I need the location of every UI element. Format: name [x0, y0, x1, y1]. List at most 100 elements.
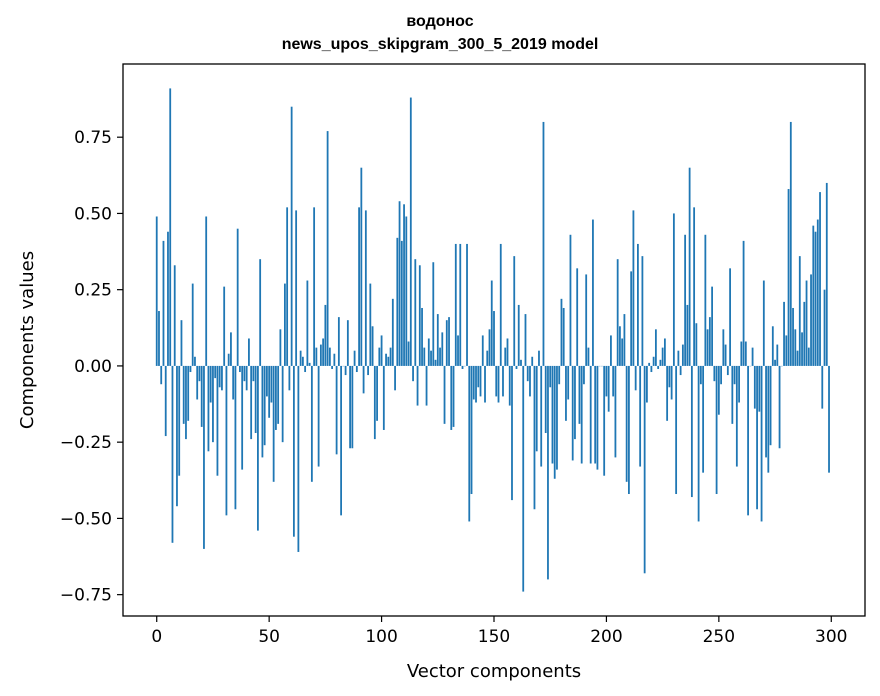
bar [803, 301, 806, 366]
bar [484, 365, 486, 403]
bar [634, 365, 637, 391]
bar [747, 365, 749, 516]
bar [713, 365, 716, 382]
bar [679, 365, 682, 376]
bar [301, 356, 304, 366]
bar [194, 356, 196, 366]
bar [699, 365, 702, 385]
bar [551, 365, 554, 464]
bar [625, 365, 628, 482]
bar-series [155, 88, 830, 592]
bar [182, 365, 185, 424]
bar [364, 210, 367, 366]
y-tick-label: 0.50 [74, 204, 112, 224]
bar [666, 365, 669, 421]
bar [493, 311, 495, 366]
bar [405, 216, 408, 366]
bar [744, 341, 747, 366]
bar [445, 320, 448, 366]
bar [531, 356, 534, 366]
bar [675, 365, 678, 495]
bar [729, 268, 731, 366]
bar [823, 289, 826, 366]
bar [495, 365, 498, 397]
bar [158, 311, 160, 366]
bar [697, 365, 700, 522]
bar [209, 365, 212, 403]
y-tick-label: 0.00 [74, 357, 112, 377]
bar [535, 365, 538, 452]
bar [684, 234, 687, 366]
bar [670, 365, 673, 400]
bar [616, 259, 619, 366]
x-tick-label: 300 [815, 627, 847, 647]
bar [533, 365, 536, 510]
bar [214, 365, 217, 379]
bar [783, 301, 785, 366]
bar [479, 365, 482, 397]
bar [459, 243, 462, 366]
bar [324, 304, 327, 366]
bar [362, 365, 365, 394]
x-axis: 0 50 100 150 200 250 300 [151, 616, 847, 647]
bar [371, 326, 374, 366]
y-tick-label: −0.75 [60, 586, 112, 606]
bar [443, 365, 446, 424]
bar [432, 262, 435, 366]
bar [297, 365, 300, 552]
bar [735, 365, 738, 467]
bar [189, 365, 192, 373]
bar [378, 347, 381, 366]
bar [191, 283, 194, 366]
bar [313, 207, 316, 366]
bar [254, 365, 257, 434]
bar [353, 350, 356, 366]
bar [317, 365, 320, 467]
bar [648, 362, 651, 366]
bar [724, 344, 727, 366]
bar [461, 365, 464, 369]
bar [333, 353, 336, 366]
bar [232, 365, 235, 400]
bar [807, 347, 810, 366]
bar [382, 365, 385, 430]
bar [328, 347, 331, 366]
bar [722, 329, 725, 366]
bar [508, 365, 511, 406]
bar [589, 365, 592, 464]
bar [398, 201, 401, 366]
bar [774, 359, 776, 366]
bar [331, 365, 334, 369]
bar [373, 365, 376, 440]
x-tick-label: 50 [258, 627, 280, 647]
bar [787, 189, 790, 366]
bar [556, 365, 558, 470]
bar [702, 365, 705, 473]
y-tick-label: −0.50 [60, 509, 112, 529]
bar [259, 259, 262, 366]
bar [277, 365, 280, 424]
bar [524, 314, 527, 366]
bar [677, 350, 680, 366]
bar [632, 210, 635, 366]
bar [614, 365, 617, 458]
bar [506, 338, 509, 366]
bar [693, 207, 696, 366]
bar [751, 347, 754, 366]
bar [252, 365, 255, 382]
bar [160, 365, 163, 385]
bar [169, 88, 172, 366]
bar [457, 335, 459, 366]
bar [176, 365, 178, 507]
bar [292, 365, 295, 537]
bar [488, 329, 491, 366]
bar [663, 338, 666, 366]
bar [762, 280, 765, 366]
bar [279, 329, 282, 366]
bar [511, 365, 513, 501]
bar [418, 265, 421, 366]
bar [216, 365, 219, 476]
bar [731, 365, 734, 424]
bar [576, 268, 579, 366]
